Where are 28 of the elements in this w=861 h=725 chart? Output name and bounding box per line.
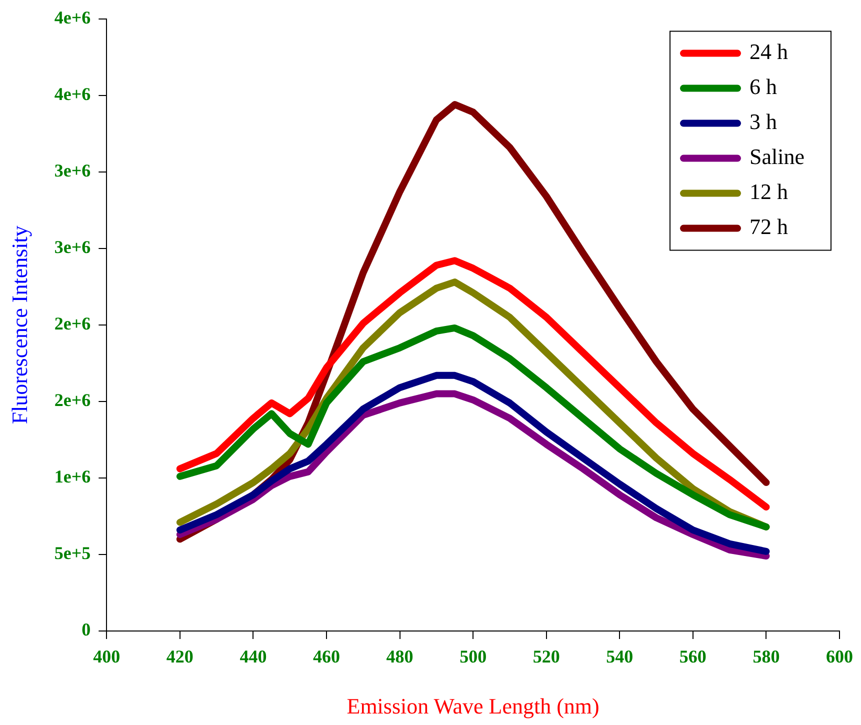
y-tick-label: 2e+6 (54, 314, 91, 334)
x-axis-title: Emission Wave Length (nm) (346, 694, 600, 719)
x-tick-label: 440 (240, 646, 267, 666)
x-tick-label: 480 (386, 646, 414, 666)
x-tick-label: 580 (752, 646, 780, 666)
y-tick-label: 2e+6 (54, 390, 91, 410)
y-tick-label: 0 (82, 620, 91, 640)
legend-label: Saline (750, 144, 804, 170)
legend-label: 12 h (750, 179, 788, 204)
x-tick-label: 540 (606, 646, 634, 666)
x-tick-label: 420 (166, 646, 194, 666)
legend-label: 72 h (750, 214, 788, 240)
y-tick-label: 5e+5 (54, 543, 91, 564)
y-axis-title: Fluorescence Intensity (6, 226, 32, 424)
x-tick-label: 500 (460, 646, 487, 666)
x-tick-label: 460 (313, 646, 340, 666)
y-tick-label: 3e+6 (54, 160, 91, 181)
legend-label: 6 h (750, 74, 777, 100)
x-tick-label: 520 (532, 646, 560, 666)
x-tick-label: 560 (679, 646, 706, 666)
legend-label: 3 h (750, 109, 777, 134)
y-tick-label: 1e+6 (54, 466, 91, 487)
legend-label: 24 h (750, 39, 788, 64)
y-tick-label: 4e+6 (54, 7, 91, 28)
x-tick-label: 600 (826, 646, 853, 666)
y-tick-label: 3e+6 (54, 237, 91, 258)
x-tick-label: 400 (93, 646, 120, 666)
y-tick-label: 4e+6 (54, 84, 91, 104)
